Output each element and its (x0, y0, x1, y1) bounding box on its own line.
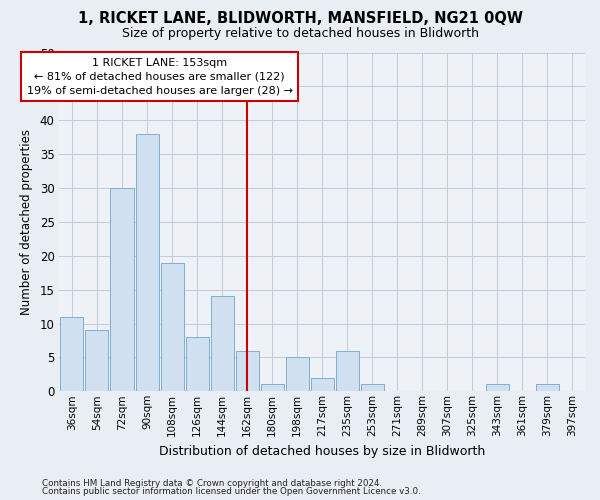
Bar (286, 358, 308, 392)
Bar (486, 384, 509, 392)
Bar (136, 134, 158, 392)
Bar (260, 384, 284, 392)
Bar (161, 262, 184, 392)
Bar (211, 296, 233, 392)
Bar (61, 316, 83, 392)
Bar (336, 350, 359, 392)
Text: Size of property relative to detached houses in Blidworth: Size of property relative to detached ho… (121, 28, 479, 40)
Text: Contains HM Land Registry data © Crown copyright and database right 2024.: Contains HM Land Registry data © Crown c… (42, 478, 382, 488)
Bar (311, 378, 334, 392)
Bar (185, 337, 209, 392)
Y-axis label: Number of detached properties: Number of detached properties (20, 129, 33, 315)
Bar (110, 188, 134, 392)
Text: 1, RICKET LANE, BLIDWORTH, MANSFIELD, NG21 0QW: 1, RICKET LANE, BLIDWORTH, MANSFIELD, NG… (77, 11, 523, 26)
Text: Contains public sector information licensed under the Open Government Licence v3: Contains public sector information licen… (42, 487, 421, 496)
Bar (361, 384, 384, 392)
Bar (85, 330, 109, 392)
Bar (236, 350, 259, 392)
Bar (536, 384, 559, 392)
Text: 1 RICKET LANE: 153sqm
← 81% of detached houses are smaller (122)
19% of semi-det: 1 RICKET LANE: 153sqm ← 81% of detached … (26, 58, 293, 96)
X-axis label: Distribution of detached houses by size in Blidworth: Distribution of detached houses by size … (159, 444, 485, 458)
